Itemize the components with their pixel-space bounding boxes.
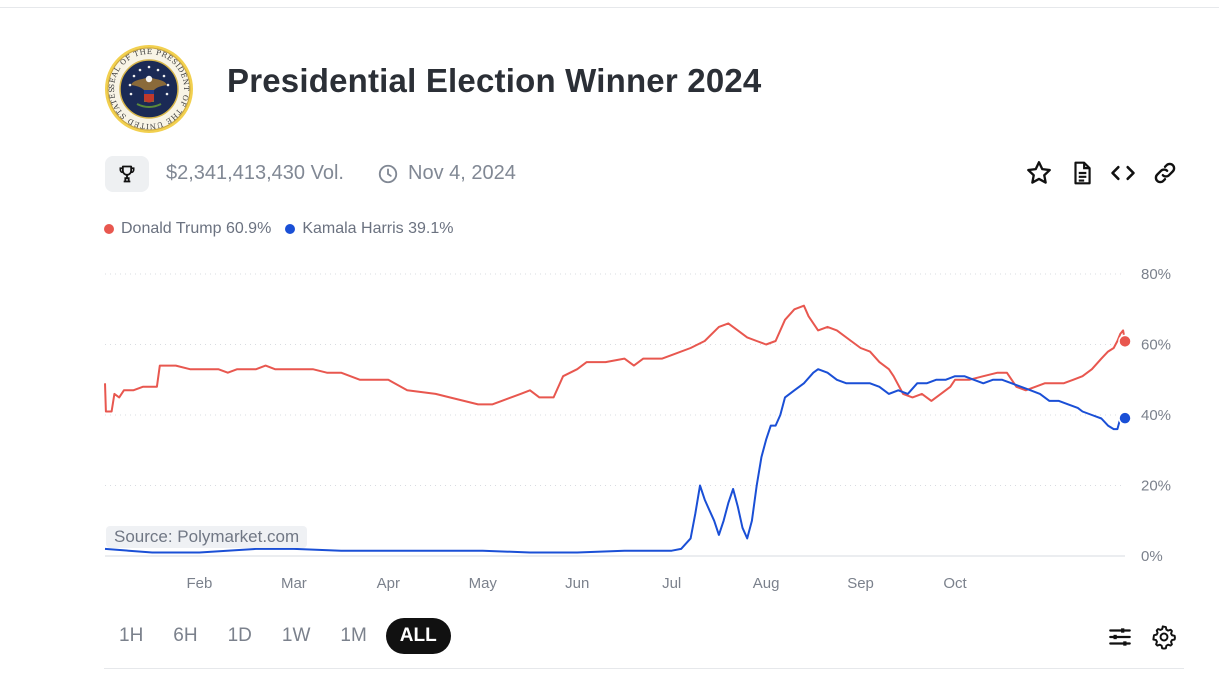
price-history-chart[interactable]: 0% 20% 40% 60% 80% Feb Mar Apr May Jun Jul Aug Sep Oc… [0, 250, 1219, 600]
line-layer [104, 304, 1132, 554]
x-tick-label: Oct [943, 575, 967, 592]
clock-icon [378, 164, 398, 184]
code-icon [1111, 165, 1135, 181]
range-button-all[interactable]: ALL [385, 618, 451, 654]
document-icon [1074, 161, 1091, 185]
range-button-6h[interactable]: 6H [173, 625, 198, 646]
end-date-text: Nov 4, 2024 [408, 162, 516, 184]
chart-filters-button[interactable] [1106, 623, 1134, 651]
y-tick-label: 0% [1141, 548, 1163, 565]
copy-link-button[interactable] [1150, 158, 1180, 188]
trophy-icon [119, 165, 135, 183]
bottom-divider [104, 668, 1184, 669]
range-button-1m[interactable]: 1M [340, 625, 367, 646]
y-tick-label: 60% [1141, 337, 1171, 354]
legend-dot-harris [285, 224, 296, 234]
x-tick-label: Apr [377, 575, 400, 592]
legend-item-harris[interactable]: Kamala Harris 39.1% [285, 220, 453, 238]
legend-label-trump: Donald Trump 60.9% [121, 220, 272, 237]
range-button-1w[interactable]: 1W [281, 625, 311, 646]
chart-settings-button[interactable] [1150, 623, 1178, 651]
legend-item-trump[interactable]: Donald Trump 60.9% [104, 220, 271, 238]
page-title: Presidential Election Winner 2024 [227, 62, 762, 99]
series-line-harris [104, 368, 1126, 554]
grid-layer [105, 273, 1125, 557]
star-icon [1027, 161, 1051, 184]
range-button-1h[interactable]: 1H [119, 625, 144, 646]
y-tick-label: 40% [1141, 407, 1171, 424]
x-tick-label: Jun [565, 575, 589, 592]
x-tick-label: May [469, 575, 498, 592]
chart-legend: Donald Trump 60.9% Kamala Harris 39.1% [104, 220, 467, 238]
y-tick-label: 20% [1141, 478, 1171, 495]
x-tick-label: Feb [187, 575, 213, 592]
gear-icon [1152, 625, 1176, 650]
sliders-icon [1109, 628, 1131, 646]
source-label: Source: Polymarket.com [106, 526, 308, 548]
embed-button[interactable] [1108, 158, 1138, 188]
x-tick-label: Sep [847, 575, 874, 592]
legend-dot-trump [104, 224, 114, 234]
y-tick-label: 80% [1141, 266, 1171, 283]
volume-text: $2,341,413,430 Vol. [166, 162, 344, 184]
trophy-badge[interactable] [105, 156, 149, 192]
x-tick-label: Jul [662, 575, 681, 592]
range-button-1d[interactable]: 1D [227, 625, 252, 646]
x-tick-label: Aug [753, 575, 780, 592]
link-icon [1154, 162, 1176, 184]
favorite-button[interactable] [1024, 158, 1054, 188]
time-range-selector: 1H 6H 1D 1W 1M ALL [108, 618, 459, 654]
legend-label-harris: Kamala Harris 39.1% [302, 220, 454, 237]
x-tick-label: Mar [281, 575, 307, 592]
top-divider [0, 7, 1219, 8]
label-layer: 0% 20% 40% 60% 80% Feb Mar Apr May Jun Jul Aug Sep Oc… [187, 266, 1172, 592]
presidential-seal-logo: SEAL OF THE PRESIDENT OF THE UNITED STAT… [105, 45, 193, 133]
series-end-point-harris[interactable] [1118, 411, 1132, 425]
rules-document-button[interactable] [1067, 158, 1097, 188]
series-line-trump [104, 304, 1126, 413]
series-end-point-trump[interactable] [1118, 334, 1132, 349]
